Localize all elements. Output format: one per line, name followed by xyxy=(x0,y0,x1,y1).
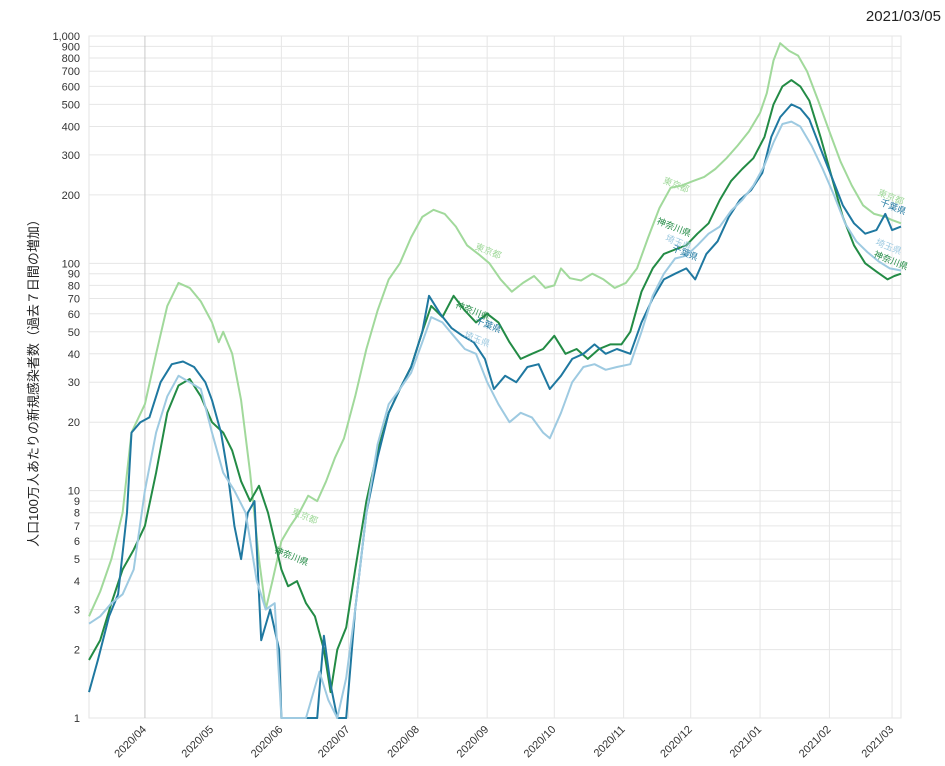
series-layer xyxy=(88,42,902,719)
y-tick-label: 20 xyxy=(68,417,80,429)
y-tick-label: 80 xyxy=(68,280,80,292)
y-tick-label: 50 xyxy=(68,327,80,339)
plot-border xyxy=(88,35,902,719)
grid xyxy=(88,35,902,719)
x-tick-label: 2020/05 xyxy=(180,724,217,761)
y-tick-label: 90 xyxy=(68,269,80,281)
series-label: 東京都 xyxy=(662,174,691,194)
date-label: 2021/03/05 xyxy=(865,8,941,25)
series-labels: 東京都東京都東京都東京都神奈川県神奈川県神奈川県神奈川県千葉県千葉県千葉県埼玉県… xyxy=(273,174,910,567)
y-tick-label: 10 xyxy=(68,486,80,498)
series-line xyxy=(88,42,902,617)
x-tick-label: 2020/12 xyxy=(658,724,695,761)
y-tick-label: 7 xyxy=(74,521,80,533)
y-tick-label: 70 xyxy=(68,294,80,306)
y-tick-label: 8 xyxy=(74,508,80,520)
y-axis-label: 人口100万人あたりの新規感染者数（過去７日間の増加） xyxy=(26,213,41,547)
y-tick-label: 600 xyxy=(62,81,80,93)
y-tick-label: 3 xyxy=(74,605,80,617)
y-tick-label: 40 xyxy=(68,349,80,361)
series-label: 神奈川県 xyxy=(273,544,311,568)
y-tick-label: 6 xyxy=(74,536,80,548)
x-tick-label: 2020/08 xyxy=(385,724,422,761)
x-tick-label: 2021/01 xyxy=(728,724,765,761)
x-tick-label: 2021/03 xyxy=(860,724,897,761)
x-tick-label: 2020/10 xyxy=(522,724,559,761)
x-tick-label: 2021/02 xyxy=(797,724,834,761)
series-label: 東京都 xyxy=(290,506,319,526)
y-tick-label: 500 xyxy=(62,99,80,111)
y-tick-label: 1,000 xyxy=(52,31,80,43)
y-tick-label: 300 xyxy=(62,150,80,162)
y-tick-label: 800 xyxy=(62,53,80,65)
y-tick-label: 100 xyxy=(62,258,80,270)
series-line xyxy=(88,103,902,719)
series-label: 東京都 xyxy=(474,241,503,261)
y-tick-label: 1 xyxy=(74,713,80,725)
y-tick-label: 60 xyxy=(68,309,80,321)
series-line xyxy=(88,120,902,719)
y-tick-label: 4 xyxy=(74,576,80,588)
y-tick-label: 30 xyxy=(68,377,80,389)
x-tick-label: 2020/04 xyxy=(112,724,149,761)
y-tick-label: 400 xyxy=(62,121,80,133)
x-tick-label: 2020/06 xyxy=(249,724,286,761)
y-tick-label: 2 xyxy=(74,645,80,657)
x-tick-label: 2020/07 xyxy=(316,724,353,761)
series-line xyxy=(88,79,902,694)
x-tick-label: 2020/09 xyxy=(455,724,492,761)
y-tick-label: 200 xyxy=(62,190,80,202)
y-tick-label: 5 xyxy=(74,554,80,566)
y-tick-label: 900 xyxy=(62,41,80,53)
y-tick-label: 700 xyxy=(62,66,80,78)
y-tick-label: 9 xyxy=(74,496,80,508)
x-tick-label: 2020/11 xyxy=(592,724,628,760)
